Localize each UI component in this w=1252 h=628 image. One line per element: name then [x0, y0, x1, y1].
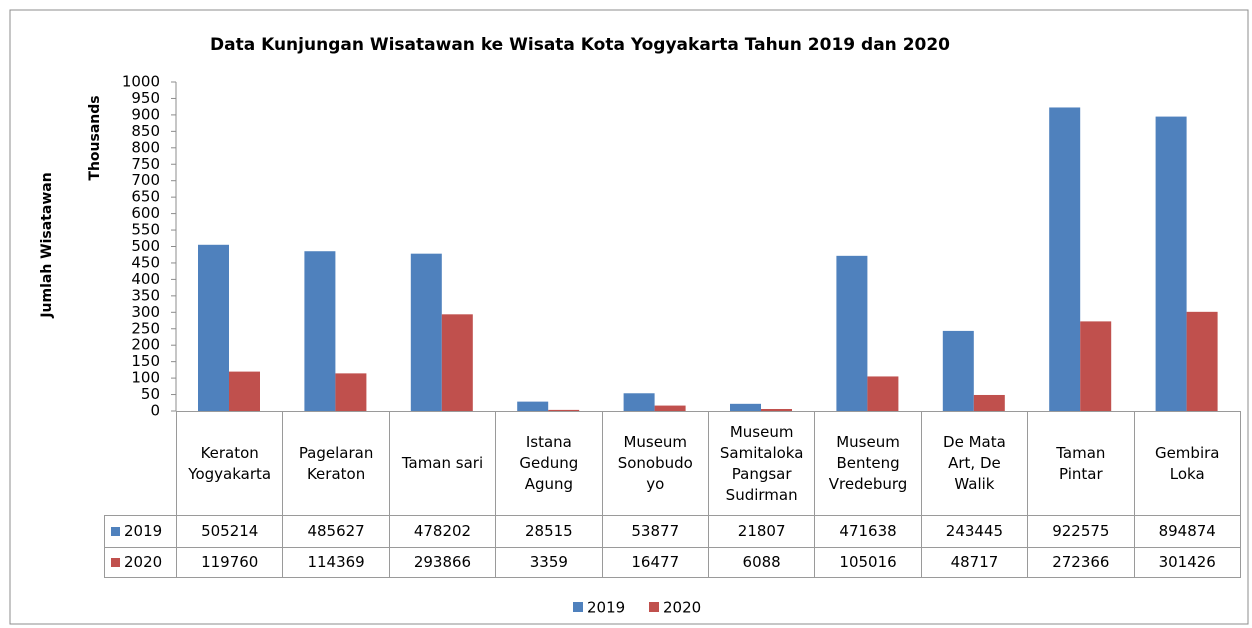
series-cell: 2019	[104, 515, 177, 548]
y-tick-label: 850	[131, 122, 160, 140]
legend-swatch	[573, 602, 583, 612]
chart-border	[9, 9, 1249, 625]
value-cell: 48717	[920, 547, 1029, 578]
value-cell: 293866	[388, 547, 497, 578]
bar	[942, 330, 974, 411]
y-tick-label: 50	[141, 385, 160, 403]
y-tick-label: 700	[131, 171, 160, 189]
table-row: 2019 505214 485627 478202 28515 53877 21807 471…	[104, 515, 1241, 548]
bar	[335, 373, 367, 411]
bar	[730, 403, 761, 411]
bar	[1186, 311, 1218, 411]
bar	[623, 393, 655, 411]
bar	[973, 394, 1005, 411]
legend-label: 2019	[587, 599, 625, 617]
y-tick-label: 0	[150, 402, 160, 420]
value-cell: 471638	[814, 515, 922, 548]
y-tick-label: 900	[131, 105, 160, 123]
value-cell: 53877	[601, 515, 709, 548]
y-tick-label: 100	[131, 369, 160, 387]
y-tick-label: 150	[131, 352, 160, 370]
category-label: Pagelaran Keraton	[282, 411, 390, 516]
y-tick-label: 1000	[122, 73, 160, 91]
series-name: 2019	[124, 522, 163, 540]
value-cell: 16477	[601, 547, 709, 578]
legend-label: 2020	[663, 599, 701, 617]
value-cell: 922575	[1027, 515, 1135, 548]
y-tick-label: 950	[131, 89, 160, 107]
category-label: Taman sari	[388, 411, 497, 516]
value-cell: 105016	[814, 547, 922, 578]
category-label: Keraton Yogyakarta	[175, 411, 284, 516]
bar	[441, 314, 473, 411]
category-label: Gembira Loka	[1133, 411, 1241, 516]
bar	[654, 405, 686, 411]
y-axis-label: Jumlah Wisatawan	[39, 172, 55, 318]
bar	[867, 376, 899, 411]
bar	[304, 251, 336, 411]
y-tick-label: 200	[131, 336, 160, 354]
legend-key	[111, 558, 120, 567]
y-tick-label: 750	[131, 155, 160, 173]
value-cell: 505214	[175, 515, 284, 548]
table-header-row: Keraton Yogyakarta Pagelaran Keraton Taman…	[105, 411, 1241, 516]
legend-swatch	[649, 602, 659, 612]
y-tick-label: 450	[131, 253, 160, 271]
category-label: De Mata Art, De Walik	[920, 411, 1029, 516]
value-cell: 894874	[1133, 515, 1241, 548]
value-cell: 485627	[282, 515, 390, 548]
bar	[517, 401, 549, 411]
y-tick-label: 550	[131, 221, 160, 239]
y-unit-label: Thousands	[87, 95, 103, 180]
category-label: Istana Gedung Agung	[495, 411, 603, 516]
bar	[836, 255, 868, 411]
data-table: Keraton Yogyakarta Pagelaran Keraton Taman…	[104, 411, 1241, 578]
bar	[229, 371, 260, 411]
y-tick-label: 500	[131, 237, 160, 255]
category-label: Museum Samitaloka Pangsar Sudirman	[707, 411, 816, 516]
series-cell: 2020	[104, 547, 177, 578]
value-cell: 28515	[495, 515, 603, 548]
bar	[1049, 107, 1081, 411]
category-label: Taman Pintar	[1027, 411, 1135, 516]
bar	[1080, 321, 1112, 411]
chart-title: Data Kunjungan Wisatawan ke Wisata Kota …	[210, 35, 950, 55]
value-cell: 119760	[175, 547, 284, 578]
y-tick-label: 650	[131, 188, 160, 206]
category-label: Museum Benteng Vredeburg	[814, 411, 922, 516]
value-cell: 114369	[282, 547, 390, 578]
category-label: Museum Sonobudo yo	[601, 411, 709, 516]
value-cell: 272366	[1027, 547, 1135, 578]
value-cell: 3359	[495, 547, 603, 578]
bar	[548, 409, 580, 411]
bar	[198, 244, 229, 411]
y-tick-label: 800	[131, 138, 160, 156]
value-cell: 21807	[707, 515, 816, 548]
y-tick-label: 300	[131, 303, 160, 321]
y-tick-label: 350	[131, 286, 160, 304]
table-corner	[105, 412, 177, 516]
value-cell: 301426	[1133, 547, 1241, 578]
bar	[410, 253, 442, 411]
value-cell: 243445	[920, 515, 1029, 548]
y-tick-label: 400	[131, 270, 160, 288]
table-row: 2020 119760 114369 293866 3359 16477 6088 10501…	[104, 547, 1241, 578]
series-name: 2020	[124, 553, 163, 571]
value-cell: 6088	[707, 547, 816, 578]
y-tick-label: 250	[131, 319, 160, 337]
y-tick-label: 600	[131, 204, 160, 222]
bar	[761, 408, 792, 411]
bar	[1155, 116, 1187, 411]
value-cell: 478202	[388, 515, 497, 548]
legend-key	[111, 527, 120, 536]
